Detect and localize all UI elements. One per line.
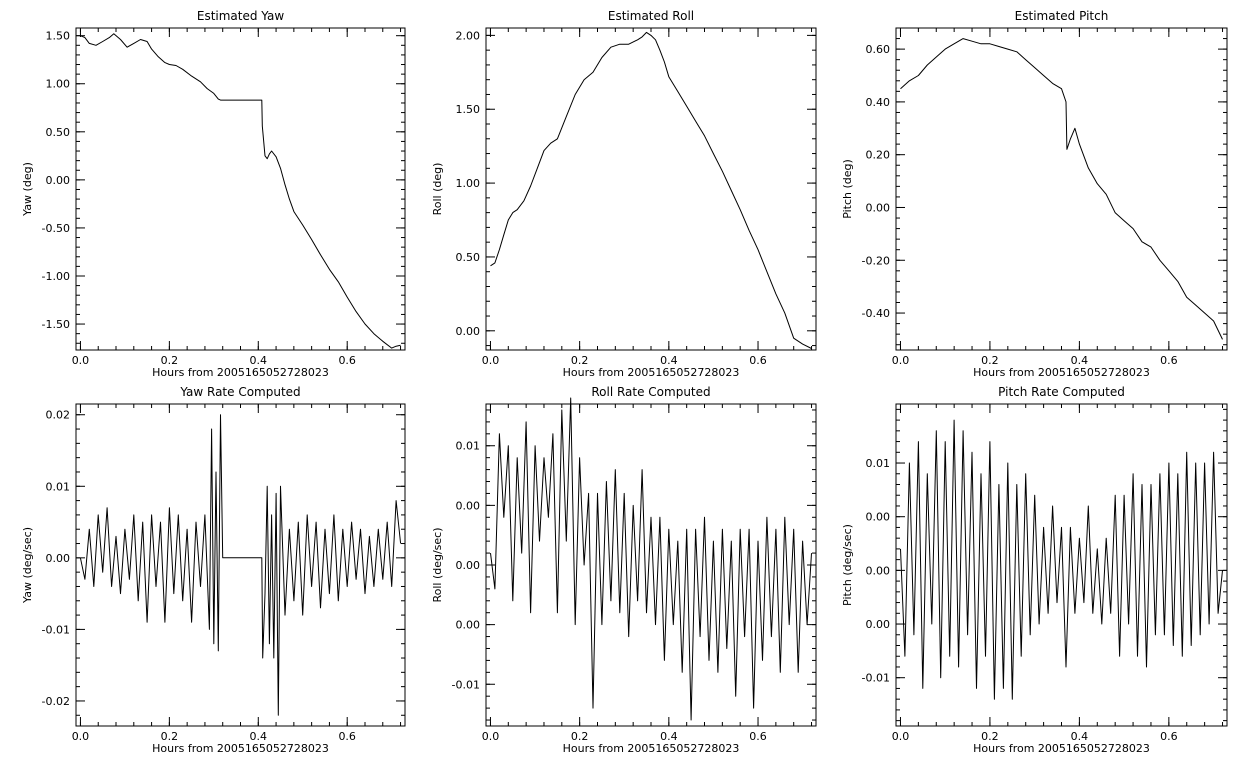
estimated-pitch-series-line (900, 38, 1223, 340)
x-tick-label: 0.4 (660, 354, 678, 367)
x-tick-label: 0.6 (1160, 730, 1178, 743)
estimated-yaw-series-line (80, 33, 401, 349)
roll-rate-computed-series-line (490, 397, 812, 721)
yaw-rate-computed-series-line (79, 414, 402, 716)
y-axis-label: Roll (deg/sec) (431, 527, 444, 602)
y-tick-label: -0.20 (862, 254, 890, 267)
chart-title: Roll Rate Computed (591, 385, 710, 399)
plot-frame (895, 27, 1228, 351)
x-tick-label: 0.6 (749, 730, 767, 743)
y-tick-label: 0.50 (456, 251, 481, 264)
estimated-roll-series-line (490, 31, 812, 349)
x-axis-label: Hours from 2005165052728023 (152, 366, 329, 379)
plot-frame (485, 27, 817, 351)
y-tick-label: 0.00 (46, 174, 71, 187)
chart-title: Estimated Yaw (197, 9, 284, 23)
x-tick-label: 0.0 (72, 354, 90, 367)
x-tick-label: 0.2 (981, 730, 999, 743)
y-tick-label: 0.01 (866, 457, 891, 470)
y-tick-label: -0.50 (42, 222, 70, 235)
x-tick-label: 0.4 (250, 730, 268, 743)
plot-frame (75, 403, 406, 727)
estimated-yaw-panel: Estimated Yaw Hours from 2005165052728023… (21, 9, 406, 379)
roll-rate-computed-panel: Roll Rate Computed Hours from 20051650527… (431, 385, 817, 755)
y-tick-label: 1.00 (46, 78, 71, 91)
y-tick-label: 0.60 (866, 43, 891, 56)
y-tick-label: 0.00 (866, 618, 891, 631)
x-axis-label: Hours from 2005165052728023 (563, 742, 740, 755)
y-axis-label: Yaw (deg) (21, 162, 34, 217)
y-tick-label: 1.50 (456, 103, 481, 116)
y-tick-label: 0.00 (456, 499, 481, 512)
x-tick-label: 0.6 (338, 730, 356, 743)
plot-frame (75, 27, 406, 351)
y-axis-label: Yaw (deg/sec) (21, 527, 34, 604)
x-axis-label: Hours from 2005165052728023 (973, 366, 1150, 379)
y-tick-label: 0.50 (46, 126, 71, 139)
y-tick-label: 0.01 (456, 440, 481, 453)
y-tick-label: -0.01 (862, 672, 890, 685)
x-tick-label: 0.4 (1071, 730, 1089, 743)
yaw-rate-computed-panel: Yaw Rate Computed Hours from 200516505272… (21, 385, 406, 755)
x-tick-label: 0.2 (161, 730, 179, 743)
y-tick-label: 0.00 (456, 619, 481, 632)
y-tick-label: 2.00 (456, 29, 481, 42)
y-tick-label: 0.00 (866, 511, 891, 524)
x-axis-label: Hours from 2005165052728023 (563, 366, 740, 379)
x-tick-label: 0.0 (72, 730, 90, 743)
y-tick-label: -1.00 (42, 270, 70, 283)
y-tick-label: 1.50 (46, 30, 71, 43)
x-tick-label: 0.0 (482, 354, 500, 367)
y-axis-label: Roll (deg) (431, 163, 444, 216)
chart-title: Estimated Pitch (1015, 9, 1109, 23)
x-tick-label: 0.6 (338, 354, 356, 367)
y-tick-label: -1.50 (42, 318, 70, 331)
x-tick-label: 0.0 (892, 354, 910, 367)
y-tick-label: -0.02 (42, 695, 70, 708)
x-tick-label: 0.4 (660, 730, 678, 743)
chart-title: Pitch Rate Computed (998, 385, 1125, 399)
y-axis-label: Pitch (deg/sec) (841, 524, 854, 606)
x-tick-label: 0.2 (981, 354, 999, 367)
x-tick-label: 0.0 (482, 730, 500, 743)
x-tick-label: 0.6 (749, 354, 767, 367)
x-tick-label: 0.0 (892, 730, 910, 743)
y-axis-label: Pitch (deg) (841, 159, 854, 219)
chart-title: Yaw Rate Computed (179, 385, 300, 399)
y-tick-label: 0.20 (866, 149, 891, 162)
x-tick-label: 0.4 (1071, 354, 1089, 367)
x-tick-label: 0.6 (1160, 354, 1178, 367)
x-axis-label: Hours from 2005165052728023 (152, 742, 329, 755)
estimated-roll-panel: Estimated Roll Hours from 200516505272802… (431, 9, 817, 379)
x-tick-label: 0.4 (250, 354, 268, 367)
y-tick-label: -0.40 (862, 307, 890, 320)
pitch-rate-computed-panel: Pitch Rate Computed Hours from 2005165052… (841, 385, 1228, 755)
y-tick-label: 0.40 (866, 96, 891, 109)
x-axis-label: Hours from 2005165052728023 (973, 742, 1150, 755)
pitch-rate-computed-series-line (900, 419, 1223, 700)
y-tick-label: 0.00 (456, 325, 481, 338)
y-tick-label: 0.00 (456, 559, 481, 572)
y-tick-label: 0.00 (866, 201, 891, 214)
x-tick-label: 0.2 (571, 730, 589, 743)
x-tick-label: 0.2 (571, 354, 589, 367)
y-tick-label: -0.01 (42, 623, 70, 636)
y-tick-label: -0.01 (452, 678, 480, 691)
y-tick-label: 1.00 (456, 177, 481, 190)
y-tick-label: 0.00 (46, 552, 71, 565)
x-tick-label: 0.2 (161, 354, 179, 367)
y-tick-label: 0.00 (866, 564, 891, 577)
y-tick-label: 0.01 (46, 480, 71, 493)
chart-title: Estimated Roll (608, 9, 694, 23)
y-tick-label: 0.02 (46, 409, 71, 422)
estimated-pitch-panel: Estimated Pitch Hours from 20051650527280… (841, 9, 1228, 379)
